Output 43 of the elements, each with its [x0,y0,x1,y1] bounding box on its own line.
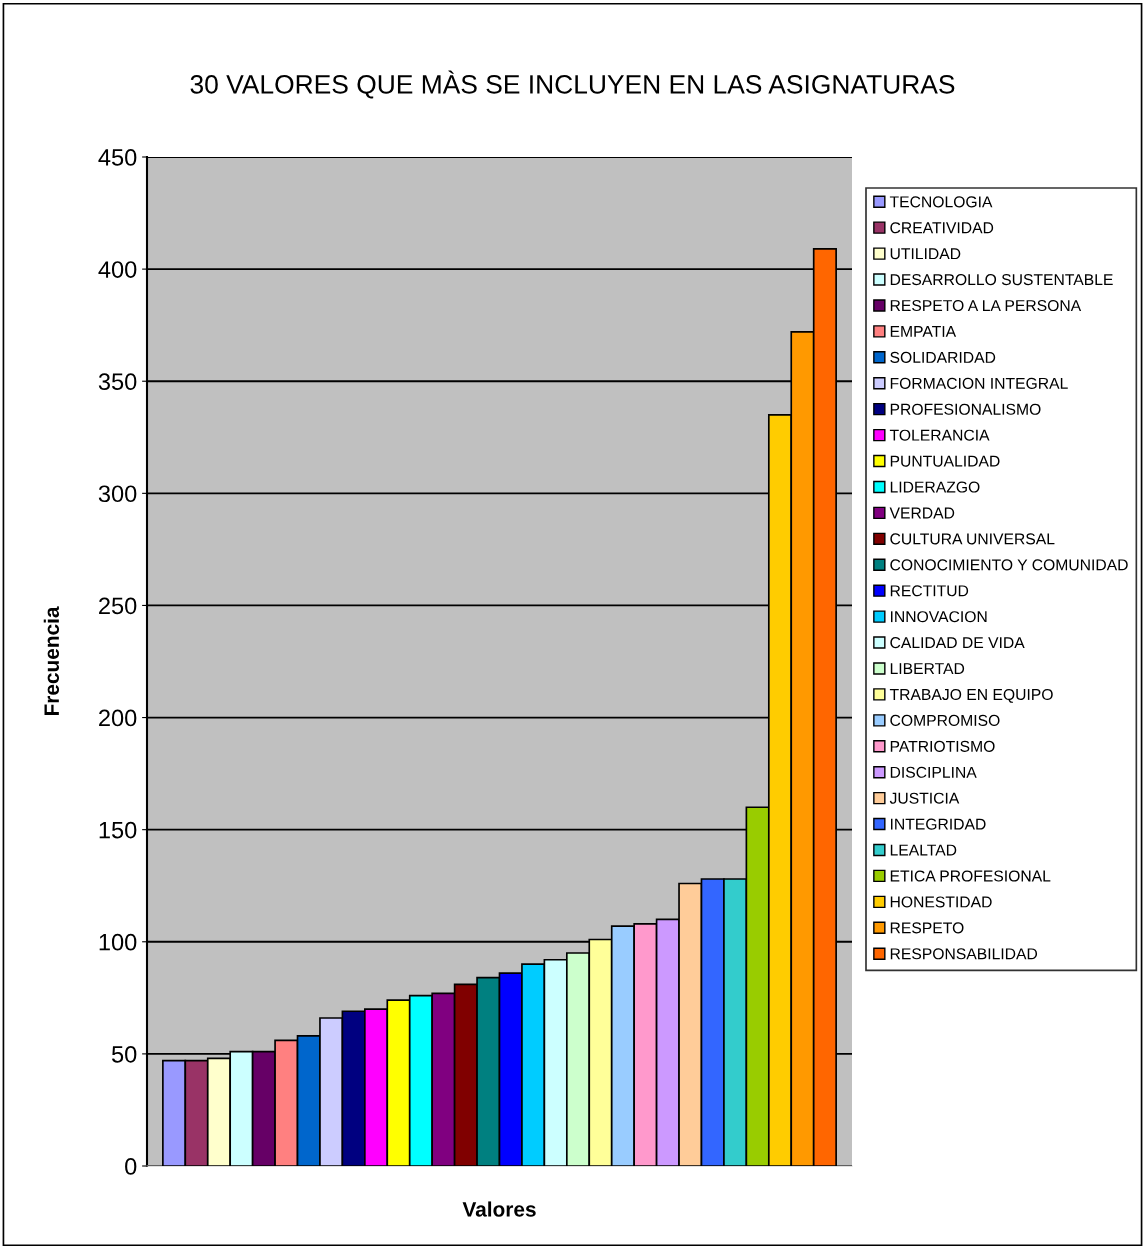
y-tick-label: 100 [99,933,137,951]
y-tick-label: 300 [98,485,137,503]
legend-label: UTILIDAD [890,248,961,260]
legend-label: PUNTUALIDAD [890,455,1000,467]
legend-label: RESPETO A LA PERSONA [890,299,1082,312]
legend-label: ETICA PROFESIONAL [890,870,1051,882]
legend-label: PROFESIONALISMO [890,403,1041,415]
legend-label: JUSTICIA [889,792,960,804]
legend-label: INTEGRIDAD [890,818,986,830]
legend-label: CONOCIMIENTO Y COMUNIDAD [890,559,1128,571]
legend-label: TECNOLOGIA [889,196,993,208]
legend-label: INNOVACION [890,611,987,623]
y-tick-label: 350 [98,373,137,391]
chart-title: 30 VALORES QUE MÀS SE INCLUYEN EN LAS ASIGNATURAS [190,70,955,99]
y-tick-label: 250 [99,597,137,615]
legend-label: TOLERANCIA [889,429,990,441]
legend-label: RESPONSABILIDAD [890,948,1038,960]
y-tick-label: 200 [99,709,137,727]
legend-label: TRABAJO EN EQUIPO [889,688,1053,703]
legend-label: SOLIDARIDAD [890,351,996,363]
legend-label: PATRIOTISMO [890,740,995,752]
legend-label: EMPATIA [890,326,957,337]
y-tick-label: 0 [125,1158,137,1175]
legend-label: RECTITUD [890,585,969,597]
y-tick-label: 450 [98,149,137,166]
y-axis-title: Frecuencia [43,606,60,716]
legend-label: RESPETO [890,922,964,934]
legend-label: VERDAD [889,507,955,519]
legend-label: LEALTAD [890,844,957,856]
legend-label: DESARROLLO SUSTENTABLE [890,274,1113,286]
legend-label: CREATIVIDAD [890,222,994,234]
legend-label: LIDERAZGO [890,481,980,493]
legend-label: CULTURA UNIVERSAL [890,533,1055,545]
y-tick-label: 150 [99,821,137,839]
x-axis-title: Valores [462,1201,536,1217]
legend-label: LIBERTAD [890,663,965,674]
legend-label: COMPROMISO [890,714,1000,726]
legend-label: FORMACION INTEGRAL [890,377,1068,389]
legend-label: DISCIPLINA [890,766,977,778]
legend-label: CALIDAD DE VIDA [890,637,1025,649]
legend-label: HONESTIDAD [890,896,992,908]
y-tick-label: 50 [111,1045,137,1063]
y-tick-label: 400 [98,261,137,278]
